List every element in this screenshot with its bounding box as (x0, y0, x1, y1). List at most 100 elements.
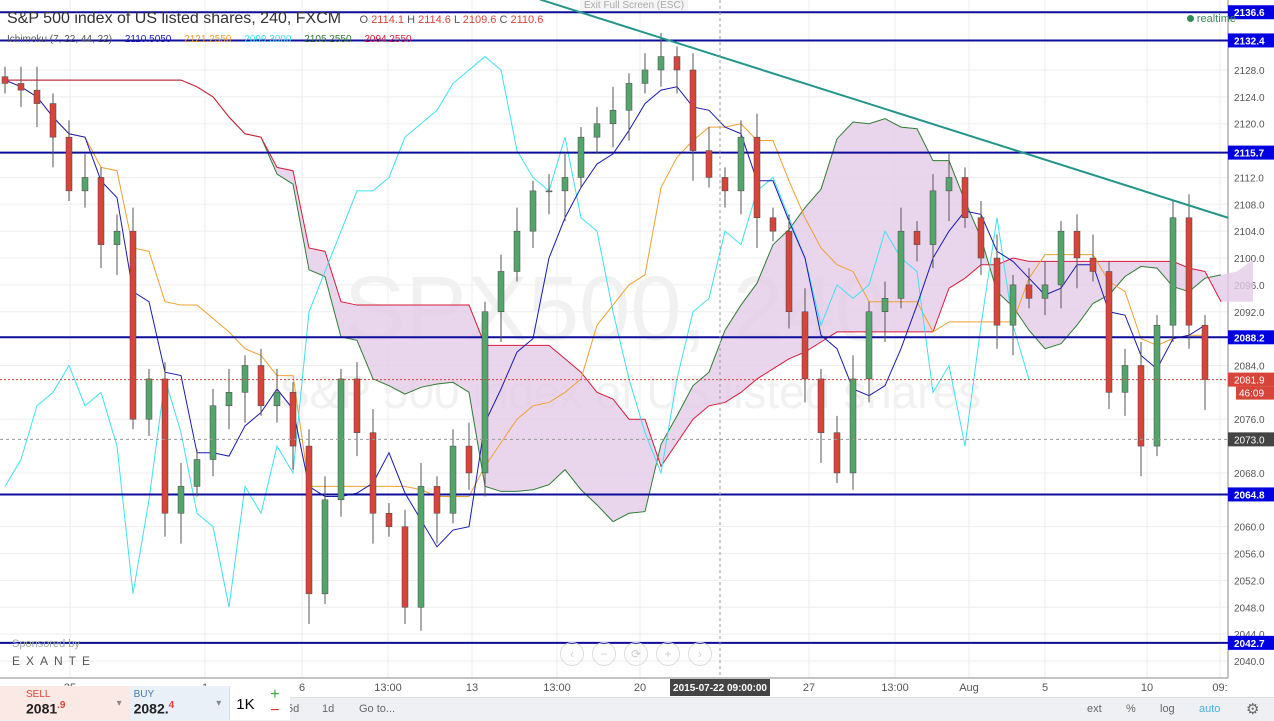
indicator-value: 2105.2550 (304, 34, 352, 45)
ext-toggle[interactable]: ext (1087, 703, 1102, 715)
y-tick-label: 2068.0 (1234, 469, 1265, 480)
scroll-right-button[interactable]: › (688, 642, 712, 666)
range-1d[interactable]: 1d (322, 703, 335, 715)
candle-body (801, 311, 809, 380)
candle-body (497, 271, 505, 313)
price-level-label: 2088.2 (1234, 333, 1265, 344)
crosshair-price-bg (1228, 432, 1274, 447)
candle-body (1105, 271, 1113, 393)
candle-body (1185, 217, 1193, 326)
y-tick-label: 2100.0 (1234, 254, 1265, 265)
candle-body (1009, 284, 1017, 326)
indicator-name[interactable]: Ichimoku (7, 22, 44, 22) (7, 34, 113, 45)
candle-body (641, 69, 649, 84)
candle-body (321, 499, 329, 595)
candle-body (849, 378, 857, 474)
senkou-span-b-line (5, 79, 1222, 468)
last-price-label-bg (1228, 372, 1274, 387)
indicator-value: 2094.2550 (364, 34, 412, 45)
settings-gear-icon[interactable]: ⚙ (1246, 701, 1260, 718)
candle-body (129, 230, 137, 420)
x-tick-label: 13 (466, 682, 478, 694)
trade-panel: SELL 2081.9 ▾ BUY 2082.4 ▾ 1K + − (0, 686, 290, 720)
x-tick-label: 10 (1141, 682, 1153, 694)
sponsor-logo[interactable]: EXANTE (12, 654, 97, 668)
quantity-stepper[interactable]: 1K + − (229, 686, 290, 720)
y-tick-label: 2040.0 (1234, 657, 1265, 668)
x-tick-label: 09: (1212, 682, 1227, 694)
candle-body (673, 56, 681, 71)
symbol-title: S&P 500 index of US listed shares, 240, … (7, 10, 342, 27)
price-level-label: 2132.4 (1234, 36, 1265, 47)
candle-body (209, 405, 217, 460)
scroll-left-button[interactable]: ‹ (560, 642, 584, 666)
y-tick-label: 2044.0 (1234, 630, 1265, 641)
candle-body (881, 298, 889, 313)
y-tick-label: 2076.0 (1234, 415, 1265, 426)
crosshair-time-bg (670, 679, 770, 696)
decrease-button[interactable]: − (270, 702, 280, 719)
range-5d[interactable]: 5d (287, 703, 300, 715)
status-dot-icon (1186, 15, 1194, 22)
reset-button[interactable]: ⟳ (624, 642, 648, 666)
buy-button[interactable]: BUY 2082.4 ▾ (129, 686, 230, 720)
x-tick-label: 13:00 (374, 682, 402, 694)
goto-button[interactable]: Go to... (359, 703, 396, 715)
x-tick-label: 13:00 (543, 682, 571, 694)
price-level-label: 2064.8 (1234, 490, 1265, 501)
candle-body (657, 56, 665, 71)
candle-body (513, 230, 521, 272)
candle-body (1057, 230, 1065, 286)
price-level-label: 2042.7 (1234, 639, 1265, 650)
increase-button[interactable]: + (270, 686, 280, 703)
candle-body (817, 378, 825, 433)
candle-body (465, 445, 473, 474)
candle-body (977, 217, 985, 259)
zoom-in-button[interactable]: + (656, 642, 680, 666)
percent-toggle[interactable]: % (1126, 703, 1136, 715)
candle-body (353, 378, 361, 433)
candle-body (305, 445, 313, 595)
y-tick-label: 2128.0 (1234, 66, 1265, 77)
log-toggle[interactable]: log (1160, 703, 1175, 715)
auto-toggle[interactable]: auto (1199, 703, 1221, 715)
kijun-sen-line (4, 79, 1205, 497)
chevron-down-icon[interactable]: ▾ (216, 698, 222, 709)
candle-body (81, 177, 89, 192)
candle-body (1025, 284, 1033, 299)
chevron-down-icon[interactable]: ▾ (116, 698, 122, 709)
crosshair-time-label: 2015-07-22 09:00:00 (673, 683, 767, 694)
candle-body (689, 69, 697, 151)
y-tick-label: 2120.0 (1234, 120, 1265, 131)
candle-body (545, 190, 553, 193)
y-tick-label: 2084.0 (1234, 361, 1265, 372)
x-tick-label: 13:00 (881, 682, 909, 694)
candle-body (865, 311, 873, 380)
candle-body (1153, 324, 1161, 447)
candle-body (625, 83, 633, 111)
candle-body (753, 136, 761, 218)
zoom-out-button[interactable]: − (592, 642, 616, 666)
candle-body (113, 230, 121, 245)
candle-body (769, 217, 777, 232)
candle-body (433, 486, 441, 514)
realtime-status: realtime (1186, 13, 1236, 25)
candle-body (481, 311, 489, 474)
chikou-span-line (4, 55, 1030, 608)
indicator-legend[interactable]: Ichimoku (7, 22, 44, 22) 2110.5050 2121.… (7, 34, 422, 45)
price-level-label-bg (1228, 330, 1274, 345)
sell-button[interactable]: SELL 2081.9 ▾ (0, 686, 130, 720)
candle-body (1073, 230, 1081, 259)
candle-body (593, 123, 601, 138)
y-tick-label: 2124.0 (1234, 93, 1265, 104)
candle-body (961, 177, 969, 218)
trendline (539, 0, 1229, 219)
candle-body (1, 76, 9, 84)
candle-body (449, 445, 457, 514)
candle-body (273, 392, 281, 407)
last-price-label: 2081.9 (1234, 376, 1265, 387)
candle-body (241, 365, 249, 393)
candle-body (161, 378, 169, 514)
exit-fullscreen-button[interactable]: Exit Full Screen (ESC) (580, 0, 689, 11)
